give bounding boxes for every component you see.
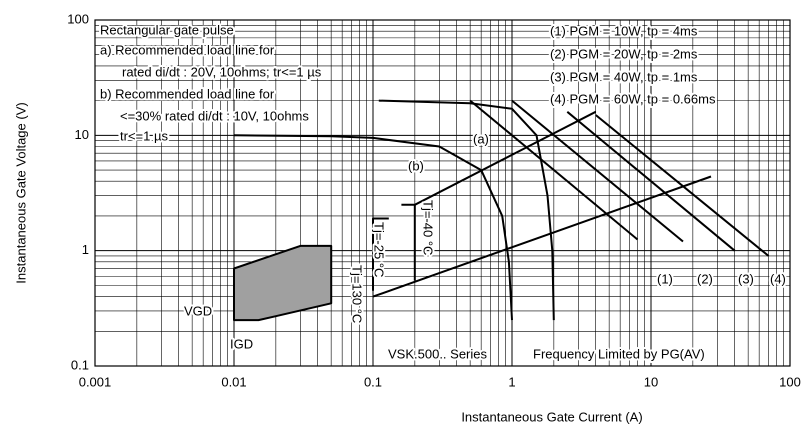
x-axis-label: Instantaneous Gate Current (A) <box>461 409 642 424</box>
x-tick-label: 1 <box>508 374 515 389</box>
annotation: a) Recommended load line for <box>100 42 275 57</box>
y-axis-label: Instantaneous Gate Voltage (V) <box>13 102 28 283</box>
annotation: tr<=1 µs <box>120 128 168 143</box>
y-tick-label: 100 <box>67 11 89 26</box>
x-tick-label: 10 <box>644 374 658 389</box>
series-name: (4) PGM = 60W, tp = 0.66ms <box>550 91 716 106</box>
x-tick-label: 100 <box>779 374 801 389</box>
annotation: Rectangular gate pulse <box>100 22 234 37</box>
annotation: Tj=-25 °C <box>372 222 387 277</box>
annotation: Frequency Limited by PG(AV) <box>533 346 705 361</box>
line <box>233 134 513 321</box>
y-tick-label: 10 <box>75 127 89 142</box>
area <box>233 244 333 322</box>
annotation: rated di/dt : 20V, 10ohms; tr<=1 µs <box>122 64 322 79</box>
annotation: Tj=-40 °C <box>421 200 436 255</box>
line <box>595 114 770 257</box>
line <box>511 99 684 243</box>
annotation: VSK.500.. Series <box>388 346 487 361</box>
series-label: (1) <box>657 271 673 286</box>
series-label: (2) <box>697 271 713 286</box>
series-name: (1) PGM = 10W, tp = 4ms <box>550 23 698 38</box>
line <box>372 175 712 298</box>
annotation: b) Recommended load line for <box>100 86 275 101</box>
annotation: <=30% rated di/dt : 10V, 10ohms <box>120 108 309 123</box>
series-name: (3) PGM = 40W, tp = 1ms <box>550 69 698 84</box>
series-name: (b) <box>408 158 424 173</box>
plot-frame <box>94 19 791 367</box>
series-label: (3) <box>738 271 754 286</box>
line <box>566 111 736 252</box>
annotation: IGD <box>230 336 253 351</box>
y-tick-label: 0.1 <box>71 357 89 372</box>
y-tick-label: 1 <box>82 242 89 257</box>
line <box>401 203 416 281</box>
series-name: (a) <box>473 131 489 146</box>
series-name: (2) PGM = 20W, tp = 2ms <box>550 46 698 61</box>
series-label: (4) <box>770 271 786 286</box>
x-tick-label: 0.1 <box>364 374 382 389</box>
annotation: Tj=130 °C <box>350 265 365 323</box>
annotation: VGD <box>184 303 212 318</box>
line <box>414 110 597 206</box>
x-tick-label: 0.001 <box>79 374 112 389</box>
x-tick-label: 0.01 <box>221 374 246 389</box>
line <box>469 99 639 241</box>
line <box>372 217 389 291</box>
line <box>378 99 555 321</box>
